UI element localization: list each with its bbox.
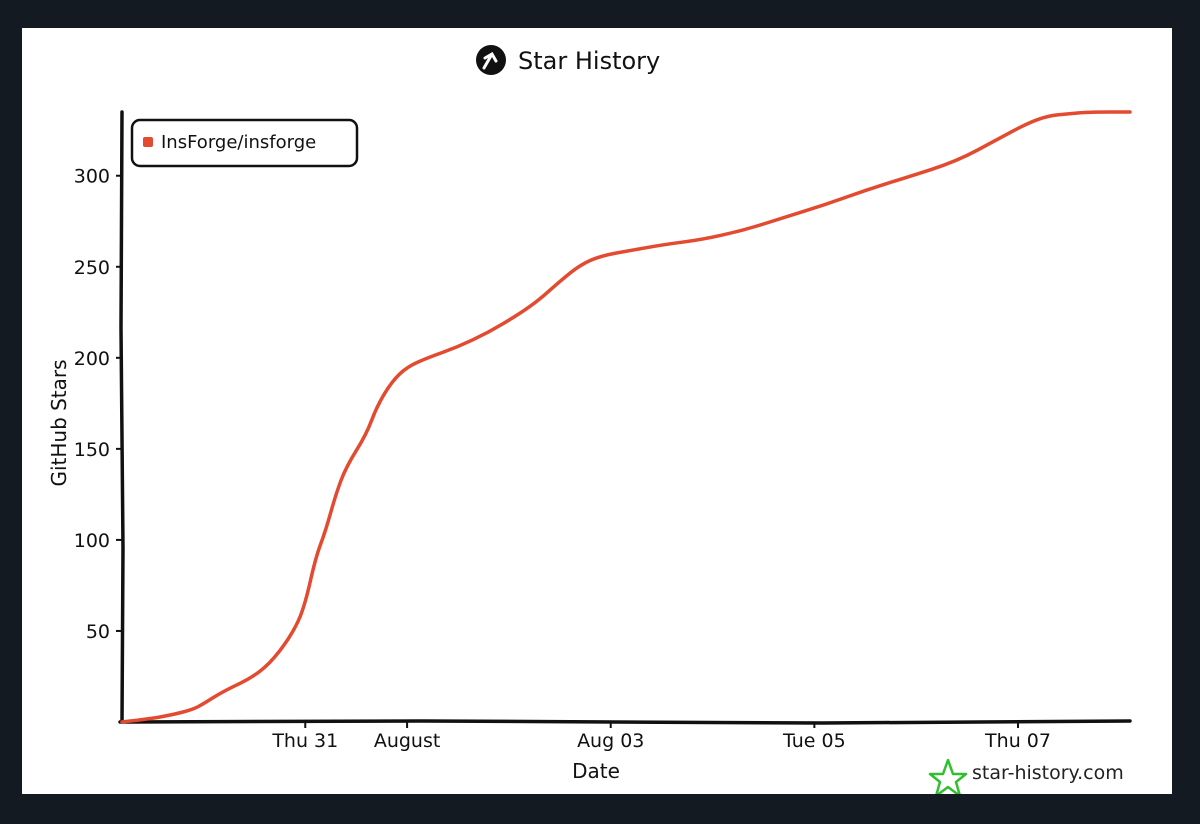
y-tick-label: 150 [74,439,110,461]
title-logo-icon [476,45,506,75]
watermark-text[interactable]: star-history.com [972,762,1124,784]
y-tick-label: 300 [74,166,110,188]
legend-box [130,118,359,168]
x-tick-label: Thu 07 [984,730,1051,752]
y-axis-line [119,110,125,724]
y-axis-title: GitHub Stars [47,359,71,486]
x-tick-label: Aug 03 [577,730,644,752]
legend-swatch-insforge [143,137,153,147]
y-tick-label: 50 [86,621,110,643]
y-axis-ticks: 50 100 150 200 250 300 [74,166,122,643]
star-outline-icon [928,758,968,794]
x-axis-title: Date [572,759,620,783]
x-tick-label: Tue 05 [782,730,846,752]
chart-title-group: Star History [476,45,660,75]
x-tick-label: Thu 31 [271,730,338,752]
y-tick-label: 200 [74,348,110,370]
legend-label-insforge: InsForge/insforge [161,132,316,153]
series-line-insforge [120,110,1132,724]
series-layer [120,110,1132,724]
x-axis-line [118,719,1132,725]
star-history-chart: Star History 50 100 150 200 250 300 Thu 31 Aug… [47,45,1132,794]
y-tick-label: 250 [74,257,110,279]
watermark[interactable]: star-history.com [928,758,1124,794]
x-axis-ticks: Thu 31 August Aug 03 Tue 05 Thu 07 [271,722,1051,752]
legend: InsForge/insforge [130,118,359,168]
chart-card: Star History 50 100 150 200 250 300 Thu 31 Aug… [22,28,1172,794]
title-logo-arrow-icon [482,51,498,70]
x-tick-label: August [374,730,441,752]
y-tick-label: 100 [74,530,110,552]
chart-title: Star History [518,47,660,75]
